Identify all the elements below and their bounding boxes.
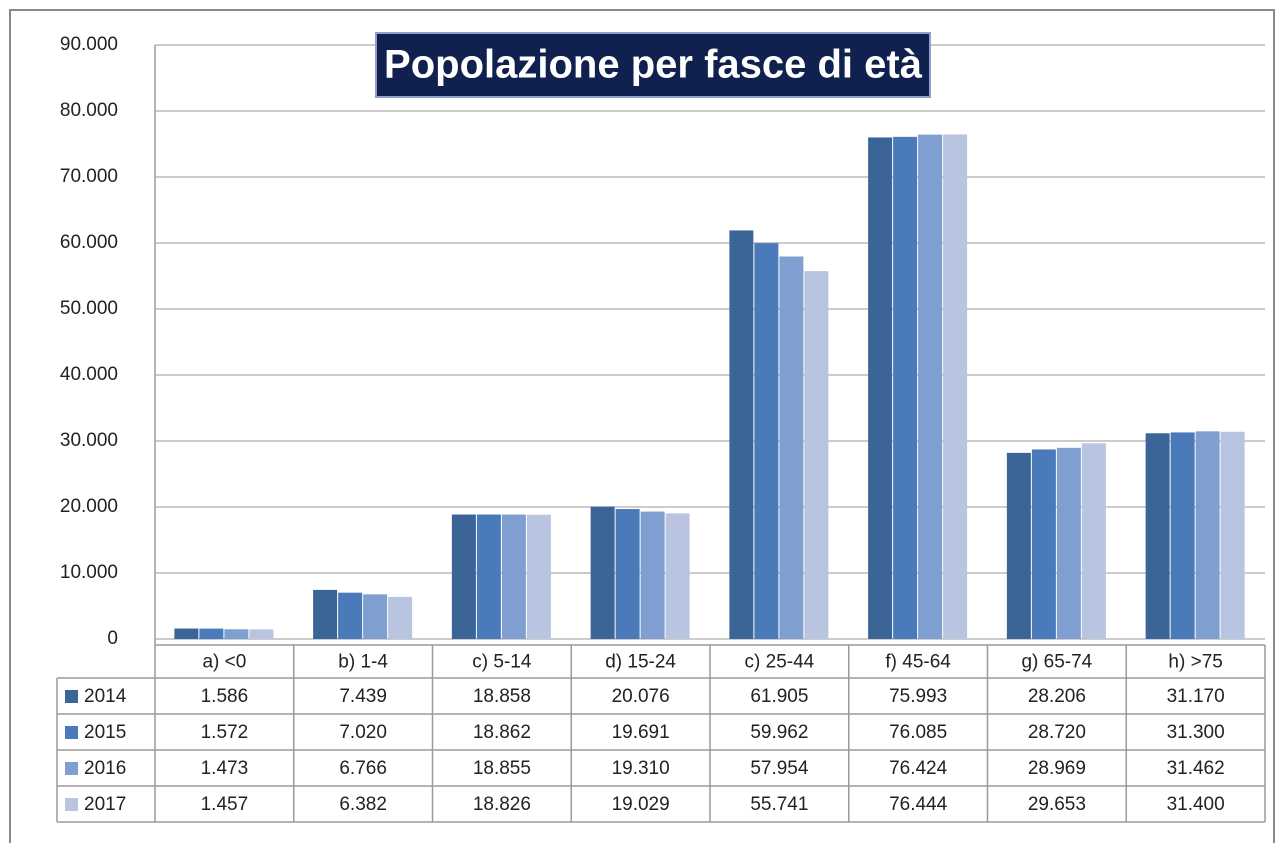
x-tick-label: b) 1-4 xyxy=(338,652,388,673)
bar xyxy=(1195,431,1220,639)
table-value: 76.085 xyxy=(889,722,947,743)
legend-swatch xyxy=(65,762,78,775)
table-value: 75.993 xyxy=(889,686,947,707)
bar xyxy=(754,243,779,639)
bar xyxy=(1031,449,1056,639)
bar xyxy=(1170,432,1195,639)
table-value: 59.962 xyxy=(750,722,808,743)
bar xyxy=(1056,447,1081,639)
y-tick-label: 60.000 xyxy=(60,232,118,253)
bar xyxy=(224,629,249,639)
x-tick-label: g) 65-74 xyxy=(1021,652,1092,673)
bar xyxy=(199,628,224,639)
y-tick-label: 0 xyxy=(107,628,118,649)
legend-label: 2014 xyxy=(84,686,127,707)
y-tick-label: 10.000 xyxy=(60,562,118,583)
bar xyxy=(868,137,893,639)
bar xyxy=(1145,433,1170,639)
table-value: 18.862 xyxy=(473,722,531,743)
table-value: 31.400 xyxy=(1167,794,1225,815)
table-value: 28.206 xyxy=(1028,686,1086,707)
bar xyxy=(526,514,551,639)
bar xyxy=(249,629,274,639)
legend-swatch xyxy=(65,726,78,739)
bar xyxy=(640,511,665,639)
bar xyxy=(943,134,968,639)
table-value: 6.382 xyxy=(339,794,387,815)
bar xyxy=(501,514,526,639)
table-value: 28.720 xyxy=(1028,722,1086,743)
table-value: 28.969 xyxy=(1028,758,1086,779)
table-value: 31.170 xyxy=(1167,686,1225,707)
bar xyxy=(388,596,413,639)
x-tick-label: d) 15-24 xyxy=(605,652,676,673)
table-value: 76.444 xyxy=(889,794,948,815)
table-value: 1.457 xyxy=(201,794,249,815)
table-value: 1.473 xyxy=(201,758,249,779)
bar xyxy=(615,509,640,639)
table-value: 18.855 xyxy=(473,758,531,779)
table-value: 20.076 xyxy=(612,686,670,707)
bar xyxy=(918,134,943,639)
bar xyxy=(779,256,804,639)
table-value: 76.424 xyxy=(889,758,948,779)
table-value: 31.300 xyxy=(1167,722,1225,743)
bar xyxy=(174,628,199,639)
table-value: 7.439 xyxy=(339,686,387,707)
bar xyxy=(1220,431,1245,639)
bar xyxy=(313,589,338,639)
x-tick-label: c) 5-14 xyxy=(472,652,532,673)
legend-swatch xyxy=(65,798,78,811)
table-value: 57.954 xyxy=(750,758,809,779)
table-value: 18.858 xyxy=(473,686,531,707)
legend-label: 2017 xyxy=(84,794,126,815)
legend-label: 2016 xyxy=(84,758,126,779)
bar xyxy=(804,271,829,639)
y-tick-label: 90.000 xyxy=(60,34,118,55)
table-value: 1.586 xyxy=(201,686,249,707)
legend-swatch xyxy=(65,690,78,703)
chart-title: Popolazione per fasce di età xyxy=(384,43,923,87)
y-tick-label: 80.000 xyxy=(60,100,118,121)
bar xyxy=(665,513,690,639)
table-value: 31.462 xyxy=(1167,758,1225,779)
y-tick-label: 20.000 xyxy=(60,496,118,517)
y-tick-label: 40.000 xyxy=(60,364,118,385)
x-tick-label: a) <0 xyxy=(202,652,246,673)
bar xyxy=(338,592,363,639)
y-tick-label: 70.000 xyxy=(60,166,118,187)
table-value: 7.020 xyxy=(339,722,387,743)
bar xyxy=(893,136,918,640)
table-value: 1.572 xyxy=(201,722,249,743)
bar xyxy=(729,230,754,639)
x-tick-label: h) >75 xyxy=(1168,652,1222,673)
table-value: 19.691 xyxy=(612,722,670,743)
table-value: 61.905 xyxy=(750,686,808,707)
table-value: 6.766 xyxy=(339,758,387,779)
chart-border xyxy=(9,9,1275,848)
table-value: 55.741 xyxy=(750,794,808,815)
title-box xyxy=(375,32,931,98)
table-value: 18.826 xyxy=(473,794,531,815)
bar xyxy=(1006,452,1031,639)
table-value: 19.310 xyxy=(612,758,670,779)
table-value: 29.653 xyxy=(1028,794,1086,815)
x-tick-label: f) 45-64 xyxy=(885,652,951,673)
y-tick-label: 50.000 xyxy=(60,298,118,319)
bar xyxy=(476,514,501,639)
y-tick-label: 30.000 xyxy=(60,430,118,451)
bar xyxy=(363,594,388,639)
legend-label: 2015 xyxy=(84,722,126,743)
bar xyxy=(1081,443,1106,639)
bar xyxy=(451,514,476,639)
x-tick-label: c) 25-44 xyxy=(745,652,815,673)
bar xyxy=(590,506,615,639)
table-value: 19.029 xyxy=(612,794,670,815)
